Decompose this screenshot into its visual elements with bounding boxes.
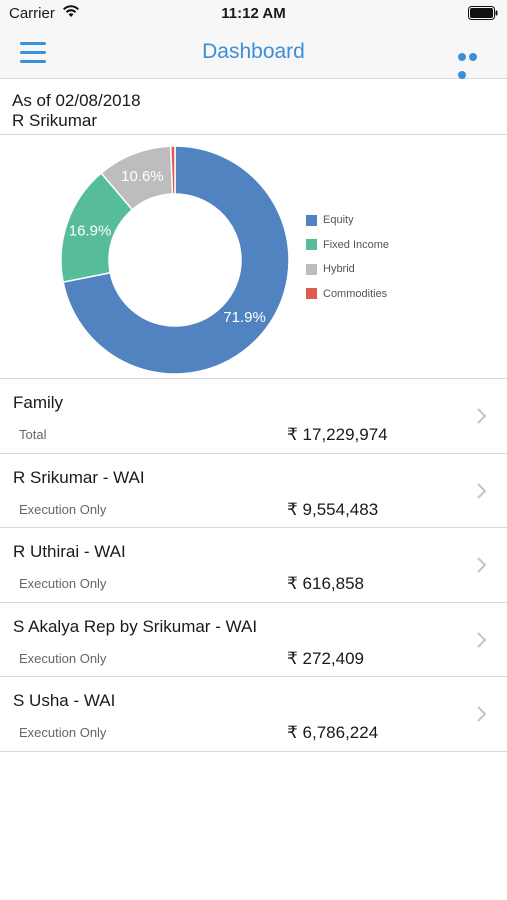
legend-label: Equity (323, 214, 354, 227)
slice-equity (62, 145, 290, 375)
chevron-right-icon (477, 631, 487, 648)
slice-label-equity: 71.9% (223, 309, 266, 326)
status-bar: Carrier 11:12 AM (0, 0, 507, 28)
chart-legend: Equity Fixed Income Hybrid Commodities (306, 208, 389, 306)
page-title: Dashboard (202, 40, 305, 63)
navigation-bar: Dashboard (0, 28, 507, 79)
slice-commodities (169, 145, 176, 195)
account-amount: ₹ 272,409 (287, 648, 364, 668)
carrier-label: Carrier (9, 5, 55, 22)
client-name: R Srikumar (12, 111, 98, 130)
account-row[interactable]: Family Total ₹ 17,229,974 (0, 379, 507, 454)
legend-label: Commodities (323, 287, 388, 300)
slice-label-fixed-income: 16.9% (69, 222, 112, 239)
legend-item-commodities: Commodities (306, 282, 389, 307)
as-of-date: As of 02/08/2018 (12, 91, 141, 110)
account-amount: ₹ 6,786,224 (287, 723, 379, 742)
chevron-right-icon (477, 706, 487, 722)
account-type: Execution Only (19, 576, 107, 591)
donut-chart: 71.9% 16.9% 10.6% (60, 145, 290, 375)
legend-swatch (306, 288, 317, 300)
clock-time: 11:12 AM (221, 5, 286, 22)
chevron-right-icon (477, 482, 487, 499)
more-dots-icon[interactable] (458, 48, 488, 79)
legend-item-hybrid: Hybrid (306, 257, 389, 282)
slice-label-hybrid: 10.6% (121, 168, 164, 185)
legend-label: Fixed Income (323, 238, 390, 251)
account-type: Total (19, 427, 47, 442)
account-name: R Uthirai - WAI (13, 542, 126, 561)
account-amount: ₹ 9,554,483 (287, 499, 379, 519)
account-type: Execution Only (19, 501, 107, 517)
account-list: Family Total ₹ 17,229,974 R Srikumar - WAI E… (0, 379, 507, 752)
battery-icon (468, 6, 498, 25)
wifi-icon (62, 4, 80, 23)
asset-allocation-chart: 71.9% 16.9% 10.6% Equity Fixed Income Hybrid… (0, 135, 507, 379)
account-name: R Srikumar - WAI (13, 467, 145, 487)
account-row[interactable]: R Uthirai - WAI Execution Only ₹ 616,858 (0, 528, 507, 603)
legend-swatch (306, 214, 317, 226)
account-row[interactable]: S Usha - WAI Execution Only ₹ 6,786,224 (0, 677, 507, 752)
chevron-right-icon (477, 557, 487, 573)
portfolio-header: As of 02/08/2018 R Srikumar (0, 79, 507, 135)
account-amount: ₹ 17,229,974 (287, 425, 388, 444)
hamburger-menu-icon[interactable] (20, 42, 46, 64)
account-amount: ₹ 616,858 (287, 574, 364, 593)
account-type: Execution Only (19, 650, 107, 666)
legend-item-fixed-income: Fixed Income (306, 233, 389, 258)
account-row[interactable]: R Srikumar - WAI Execution Only ₹ 9,554,48… (0, 454, 507, 528)
account-name: S Akalya Rep by Srikumar - WAI (13, 616, 258, 636)
legend-swatch (306, 239, 317, 251)
legend-item-equity: Equity (306, 208, 389, 233)
legend-swatch (306, 263, 317, 275)
account-name: Family (13, 393, 64, 412)
chevron-right-icon (477, 408, 487, 424)
account-type: Execution Only (19, 725, 107, 740)
account-name: S Usha - WAI (13, 691, 116, 710)
legend-label: Hybrid (323, 263, 355, 276)
account-row[interactable]: S Akalya Rep by Srikumar - WAI Execution … (0, 603, 507, 677)
